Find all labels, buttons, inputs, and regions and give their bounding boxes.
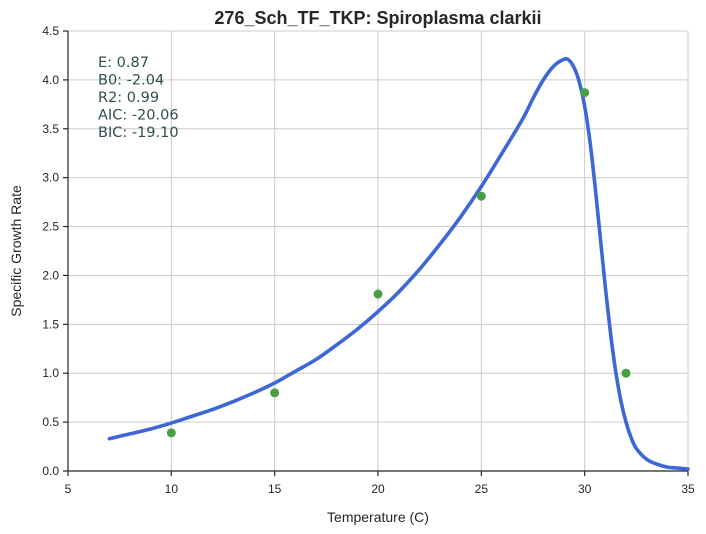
y-axis-label: Specific Growth Rate <box>8 185 24 317</box>
y-tick-label: 3.5 <box>42 122 59 136</box>
x-tick-label: 35 <box>681 482 695 496</box>
annotation-line-r2: R2: 0.99 <box>98 90 159 106</box>
data-point <box>270 388 280 398</box>
y-tick-label: 3.0 <box>42 171 59 185</box>
x-tick-label: 25 <box>475 482 489 496</box>
axes-layer <box>63 30 689 476</box>
fit-curve <box>107 57 690 471</box>
y-tick-label: 2.5 <box>42 220 59 234</box>
x-tick-label: 30 <box>578 482 592 496</box>
data-point <box>373 289 383 299</box>
x-axis-label: Temperature (C) <box>327 509 429 525</box>
x-tick-label: 10 <box>165 482 179 496</box>
chart-title: 276_Sch_TF_TKP: Spiroplasma clarkii <box>214 8 541 28</box>
data-point <box>621 368 631 378</box>
y-tick-label: 0.5 <box>42 415 59 429</box>
grid-layer <box>68 30 689 471</box>
x-tick-label: 15 <box>268 482 282 496</box>
stats-annotation: E: 0.87 B0: -2.04 R2: 0.99 AIC: -20.06 B… <box>98 55 179 141</box>
annotation-line-bic: BIC: -19.10 <box>98 125 179 141</box>
y-tick-label: 4.5 <box>42 24 59 38</box>
y-tick-label: 1.0 <box>42 366 59 380</box>
tick-labels: 5 10 15 20 25 30 35 0.0 0.5 1.0 1.5 2.0 2.5 3.0 3.5 4.0… <box>42 24 695 496</box>
data-point <box>580 88 590 98</box>
y-tick-label: 4.0 <box>42 73 59 87</box>
x-tick-label: 5 <box>65 482 72 496</box>
data-point <box>476 191 486 201</box>
data-point <box>166 428 176 438</box>
annotation-line-e: E: 0.87 <box>98 55 149 71</box>
series-layer <box>107 57 690 471</box>
x-tick-label: 20 <box>371 482 385 496</box>
y-tick-label: 1.5 <box>42 317 59 331</box>
annotation-line-b0: B0: -2.04 <box>98 73 164 89</box>
y-tick-label: 2.0 <box>42 268 59 282</box>
y-tick-label: 0.0 <box>42 464 59 478</box>
annotation-line-aic: AIC: -20.06 <box>98 108 179 124</box>
